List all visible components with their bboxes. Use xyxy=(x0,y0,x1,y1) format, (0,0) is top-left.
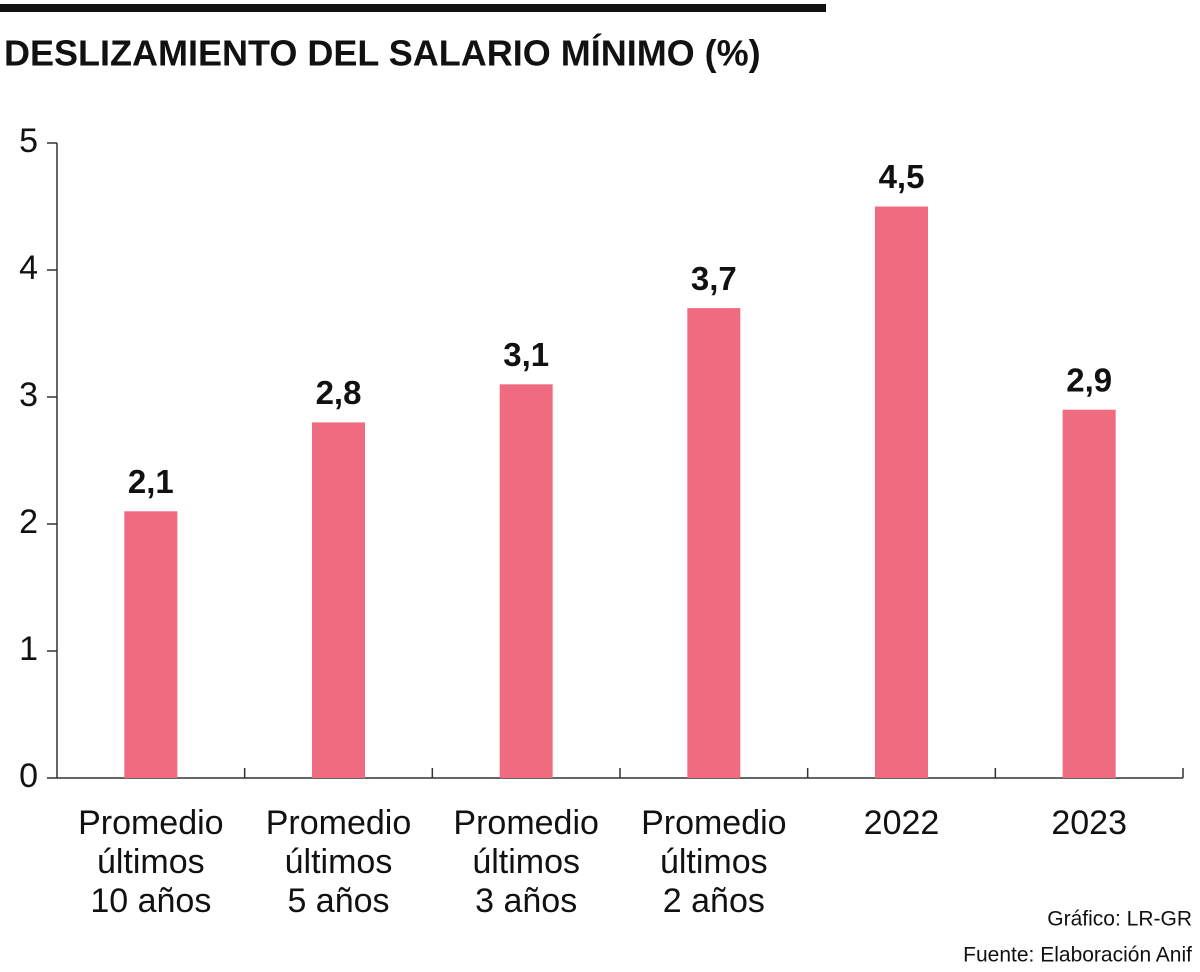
x-tick-label-line: últimos xyxy=(97,843,205,881)
x-tick-label-line: 5 años xyxy=(287,882,389,920)
x-tick-label-line: 10 años xyxy=(90,882,211,920)
y-tick-label: 3 xyxy=(19,376,38,414)
y-tick-label: 1 xyxy=(19,630,38,668)
x-tick-label-line: últimos xyxy=(285,843,393,881)
y-tick-label: 2 xyxy=(19,503,38,541)
value-label: 2,8 xyxy=(316,374,362,411)
bar xyxy=(312,422,365,778)
bar xyxy=(687,308,741,778)
x-tick-label: Promedio últimos 5 años xyxy=(266,804,412,920)
credit: Gráfico: LR-GR xyxy=(1047,908,1192,931)
bar xyxy=(124,511,178,778)
x-tick-label: 2022 xyxy=(864,804,940,842)
chart-title: DESLIZAMIENTO DEL SALARIO MÍNIMO (%) xyxy=(4,33,761,74)
y-tick-label: 0 xyxy=(19,757,38,795)
value-label: 3,7 xyxy=(691,260,737,297)
title-rule xyxy=(0,4,826,12)
x-tick-label: 2023 xyxy=(1051,804,1127,842)
y-tick-label: 4 xyxy=(19,249,38,287)
x-tick-label: Promedio últimos 10 años xyxy=(78,804,224,920)
y-tick-label: 5 xyxy=(19,122,38,160)
x-tick-label-line: 2023 xyxy=(1051,804,1127,842)
bar xyxy=(499,384,553,778)
x-tick-label-line: Promedio xyxy=(78,804,224,842)
x-tick-label-line: Promedio xyxy=(453,804,599,842)
x-tick-label-line: 3 años xyxy=(475,882,577,920)
bar xyxy=(875,206,928,778)
x-tick-label-line: 2022 xyxy=(864,804,940,842)
value-label: 3,1 xyxy=(503,336,549,373)
value-label: 4,5 xyxy=(879,158,925,195)
x-tick-label-line: últimos xyxy=(660,843,768,881)
source: Fuente: Elaboración Anif xyxy=(963,944,1192,967)
x-tick-label-line: Promedio xyxy=(266,804,412,842)
x-tick-label-line: últimos xyxy=(472,843,580,881)
x-tick-label: Promedio últimos 3 años xyxy=(453,804,599,920)
x-tick-label: Promedio últimos 2 años xyxy=(641,804,787,920)
x-tick-label-line: 2 años xyxy=(663,882,765,920)
x-tick-label-line: Promedio xyxy=(641,804,787,842)
bar xyxy=(1062,409,1116,778)
value-label: 2,1 xyxy=(128,463,174,500)
value-label: 2,9 xyxy=(1066,361,1112,398)
